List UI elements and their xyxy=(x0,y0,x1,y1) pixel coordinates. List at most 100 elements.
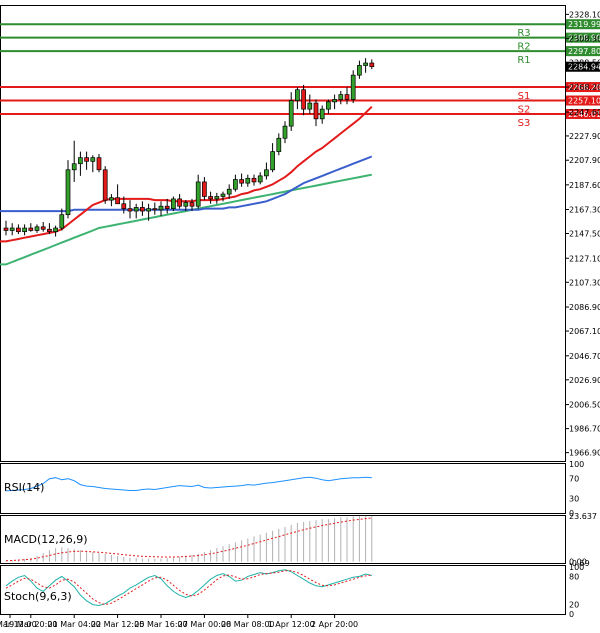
time-tick-label: 2 Apr 20:00 xyxy=(311,620,358,629)
candle-down xyxy=(96,157,102,171)
candle-down xyxy=(127,208,133,212)
price-tick-label: 2067.10 xyxy=(569,327,600,336)
candle-down xyxy=(140,207,145,212)
stoch-tick-label: 20 xyxy=(569,601,579,610)
macd-tick-label: 23.637 xyxy=(569,512,597,521)
ma-red-line xyxy=(0,105,373,243)
candle-up xyxy=(332,99,337,103)
candle-up xyxy=(133,207,139,212)
level-label-r3: R3 xyxy=(517,28,530,39)
candle-up xyxy=(357,65,362,76)
macd-panel-frame xyxy=(0,515,566,564)
candle-up xyxy=(220,193,226,197)
current-price-tag xyxy=(566,61,600,72)
candle-up xyxy=(53,227,58,233)
candle-down xyxy=(115,197,120,205)
time-tick-label: 27 Mar 00:00 xyxy=(178,620,231,629)
level-label-s1: S1 xyxy=(518,91,531,102)
stoch-k-line xyxy=(5,569,372,607)
price-tick-label: 2167.30 xyxy=(569,205,600,214)
candle-down xyxy=(251,177,257,183)
time-tick-label: 28 Mar 08:00 xyxy=(221,620,274,629)
candle-down xyxy=(369,62,375,68)
price-tick-label: 2187.60 xyxy=(569,181,600,190)
time-tick-label: 19 Mar 12:00 xyxy=(0,620,37,629)
candle-down xyxy=(344,94,350,100)
support-resistance-levels: R3 2319.99 R2 2308.90 R1 2297.80 S1 2268.20 S2 22… xyxy=(0,19,600,129)
level-price-label: 2257.10 xyxy=(568,97,600,106)
candle-up xyxy=(34,226,40,231)
candle-up xyxy=(233,179,238,190)
candle-up xyxy=(146,208,151,212)
candle-up xyxy=(183,202,189,207)
candle-down xyxy=(3,227,9,231)
price-tick-label: 2006.50 xyxy=(569,401,600,410)
candle-up xyxy=(59,214,65,229)
candle-down xyxy=(202,181,207,197)
candle-up xyxy=(78,157,83,165)
candle-up xyxy=(288,100,294,127)
macd-signal-line xyxy=(5,517,372,562)
candle-down xyxy=(152,208,158,211)
candle-up xyxy=(295,89,300,101)
level-price-tag xyxy=(566,95,600,106)
price-tick-label: 2086.90 xyxy=(569,303,600,312)
ma-green-line xyxy=(0,173,372,266)
stoch-label: Stoch(9,6,3) xyxy=(4,590,72,603)
rsi-indicator: 100 70 30 0 xyxy=(5,460,584,518)
candle-up xyxy=(195,181,201,207)
candle-up xyxy=(282,125,288,139)
level-price-tag xyxy=(566,108,600,119)
candle-up xyxy=(65,169,71,216)
candle-up xyxy=(350,74,356,100)
candle-down xyxy=(16,227,21,233)
candle-down xyxy=(121,203,127,209)
price-tick-label: 1966.90 xyxy=(569,449,600,458)
price-axis: 2328.10 2308.30 2288.50 2268.20 2247.60 2227.… xyxy=(565,10,600,458)
level-price-tag xyxy=(566,19,600,30)
price-tick-label: 2046.70 xyxy=(569,352,600,361)
candle-up xyxy=(71,163,77,171)
candle-up xyxy=(264,169,269,177)
candle-down xyxy=(164,205,170,209)
time-tick-label: 1 Apr 12:00 xyxy=(268,620,315,629)
level-price-label: 2308.90 xyxy=(568,34,600,43)
price-tick-label: 2268.20 xyxy=(569,83,600,92)
candle-up xyxy=(319,108,325,120)
time-tick-label: 21 Mar 04:00 xyxy=(47,620,100,629)
level-price-tag xyxy=(566,32,600,43)
price-tick-label: 2107.30 xyxy=(569,278,600,287)
level-price-tag xyxy=(566,46,600,57)
candle-up xyxy=(307,102,313,110)
price-tick-label: 2247.60 xyxy=(569,108,600,117)
time-tick-label: 22 Mar 12:00 xyxy=(91,620,144,629)
price-tick-label: 2127.10 xyxy=(569,254,600,263)
price-tick-label: 2288.50 xyxy=(569,58,600,67)
candle-down xyxy=(47,228,52,233)
price-tick-label: 2227.90 xyxy=(569,132,600,141)
candle-up xyxy=(214,196,220,200)
candle-up xyxy=(363,62,368,66)
level-price-label: 2268.20 xyxy=(568,83,600,92)
candle-up xyxy=(270,151,275,171)
time-tick-label: 19 Mar 20:00 xyxy=(4,620,57,629)
candle-down xyxy=(301,89,306,110)
candles xyxy=(3,58,375,237)
macd-tick-label: -0.69 xyxy=(569,559,590,568)
price-tick-label: 1986.70 xyxy=(569,425,600,434)
candle-down xyxy=(84,157,89,162)
candle-up xyxy=(109,197,114,201)
current-price-label: 2284.94 xyxy=(568,63,600,72)
candle-down xyxy=(28,227,34,231)
stoch-d-line xyxy=(5,570,372,606)
macd-label: MACD(12,26,9) xyxy=(4,533,88,546)
candle-down xyxy=(313,102,319,120)
rsi-line xyxy=(5,476,372,492)
candle-up xyxy=(326,101,331,110)
level-price-label: 2319.99 xyxy=(568,20,600,29)
level-price-tag xyxy=(566,82,600,93)
rsi-label: RSI(14) xyxy=(4,481,44,494)
